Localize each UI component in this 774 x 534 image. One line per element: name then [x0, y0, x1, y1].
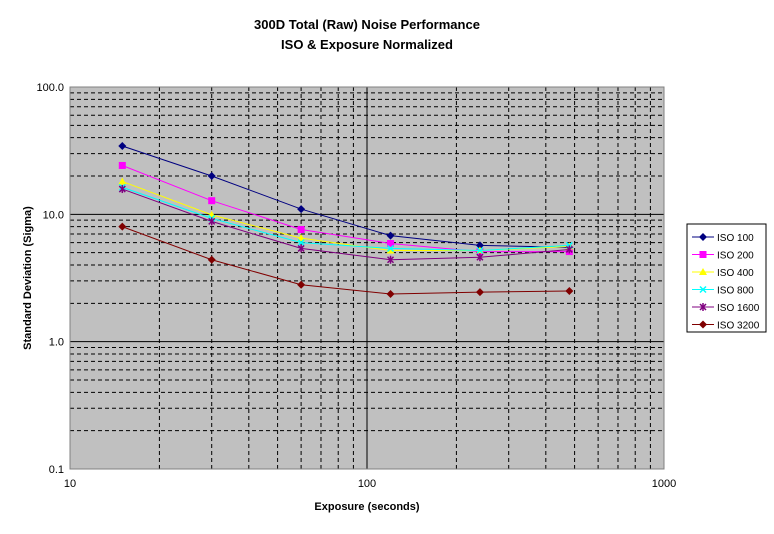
y-axis-label: Standard Deviation (Sigma) [22, 206, 34, 350]
data-point [297, 244, 305, 253]
data-point [118, 161, 126, 169]
y-tick-label: 10.0 [43, 209, 64, 221]
data-point [297, 280, 306, 289]
data-point [118, 222, 127, 231]
grid [69, 86, 665, 470]
x-tick-label: 100 [358, 478, 376, 490]
square-marker-icon [699, 251, 707, 258]
series-group [118, 142, 574, 298]
data-point [476, 253, 484, 262]
data-point [386, 246, 395, 254]
legend-label: ISO 3200 [717, 321, 760, 332]
data-point [118, 177, 127, 185]
legend-label: ISO 200 [717, 251, 754, 262]
series-iso-100 [118, 142, 574, 252]
chart-subtitle: ISO & Exposure Normalized [281, 37, 453, 52]
diamond-marker-icon [699, 320, 707, 329]
legend-label: ISO 100 [717, 233, 754, 244]
legend-item: ISO 3200 [692, 320, 760, 332]
series-iso-1600 [118, 185, 573, 264]
data-point [565, 245, 573, 254]
legend-label: ISO 800 [717, 286, 754, 297]
x-axis-label: Exposure (seconds) [314, 501, 419, 513]
data-point [297, 205, 306, 214]
data-point [475, 288, 484, 297]
x-marker-icon [699, 285, 707, 294]
data-point [118, 185, 126, 194]
x-tick-label: 10 [64, 478, 76, 490]
data-point [475, 241, 484, 250]
data-point [208, 197, 216, 205]
data-point [207, 172, 216, 181]
triangle-marker-icon [699, 268, 707, 275]
data-point [387, 240, 395, 248]
data-point [118, 142, 127, 151]
data-point [386, 255, 395, 264]
diamond-marker-icon [699, 233, 707, 241]
data-point [386, 231, 395, 240]
chart-title: 300D Total (Raw) Noise Performance [254, 17, 480, 32]
legend: ISO 100 ISO 200 ISO 400 ISO 800 ISO 1600 ISO … [686, 223, 767, 333]
x-tick-label: 1000 [652, 478, 676, 490]
legend-label: ISO 400 [717, 268, 754, 279]
data-point [386, 244, 395, 252]
y-tick-label: 0.1 [49, 464, 64, 476]
series-line [122, 186, 570, 251]
series-line [122, 164, 570, 253]
series-line [122, 226, 570, 295]
tick-labels: 10 100 1000 0.1 1.0 10.0 100.0 [36, 82, 676, 490]
data-point [207, 255, 216, 264]
legend-item: ISO 400 [692, 268, 754, 279]
legend-item: ISO 100 [692, 233, 754, 244]
series-iso-3200 [118, 222, 574, 298]
data-point [297, 234, 306, 242]
data-point [297, 226, 305, 234]
data-point [208, 217, 216, 226]
plot-border [69, 86, 665, 470]
legend-item: ISO 800 [692, 286, 754, 297]
series-line [122, 188, 570, 261]
data-point [476, 246, 484, 255]
y-tick-label: 1.0 [49, 337, 64, 349]
series-line [122, 145, 570, 248]
data-point [565, 286, 574, 295]
y-tick-label: 100.0 [36, 82, 64, 94]
legend-item: ISO 200 [692, 251, 754, 262]
data-point [386, 289, 395, 298]
legend-item: ISO 1600 [692, 303, 760, 314]
legend-label: ISO 1600 [717, 303, 760, 314]
star-marker-icon [699, 303, 707, 311]
data-point [297, 239, 305, 247]
